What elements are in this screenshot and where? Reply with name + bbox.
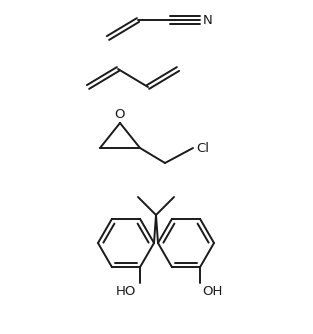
Text: N: N xyxy=(203,13,213,26)
Text: O: O xyxy=(115,108,125,121)
Text: OH: OH xyxy=(202,285,222,298)
Text: Cl: Cl xyxy=(197,142,209,155)
Text: HO: HO xyxy=(116,285,136,298)
